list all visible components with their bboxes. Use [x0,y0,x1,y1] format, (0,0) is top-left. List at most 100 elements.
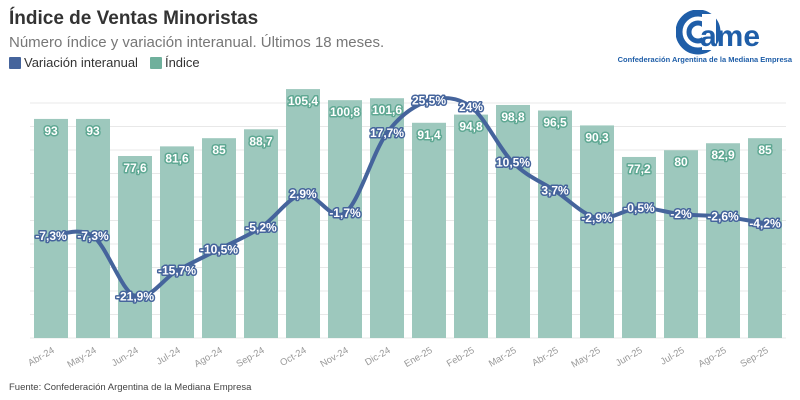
x-tick-label: Ene-25 [402,345,434,370]
bar [454,114,488,338]
line-value-label: -1,7% [329,206,361,220]
line-value-label: 25,5% [412,94,446,108]
line-point [636,205,642,211]
bar [118,156,152,338]
x-tick-label: Sep-25 [738,345,770,370]
bar-value-label: 93 [44,124,58,138]
line-point [678,211,684,218]
line-point [300,190,306,197]
bar-value-label: 101,6 [372,103,402,117]
bar [328,100,362,338]
bar [622,156,656,338]
x-tick-label: Jul-24 [155,345,183,367]
line-value-label: -2% [670,207,692,221]
line-value-label: 10,5% [496,156,530,170]
bar-value-label: 91,4 [417,128,441,142]
line-point [90,233,96,240]
x-tick-label: Abr-25 [530,345,560,369]
x-tick-label: Oct-24 [278,345,308,369]
line-value-label: 2,9% [289,187,317,201]
legend-label: Índice [164,55,200,70]
bar [370,98,404,338]
chart-subtitle: Número índice y variación interanual. Úl… [9,34,385,51]
bar-value-label: 85 [758,143,772,157]
line-value-label: -0,5% [623,201,655,215]
line-point [48,233,54,240]
bar-value-label: 88,7 [249,134,273,148]
bar-value-label: 77,6 [123,161,147,175]
bar [34,118,68,338]
bar-value-label: 82,9 [711,148,735,162]
chart-title: Índice de Ventas Minoristas [9,8,259,29]
line-point [342,209,348,216]
x-tick-label: May-24 [66,345,99,370]
line-value-label: -4,2% [749,216,781,230]
line-point [132,293,138,300]
line-point [258,224,264,231]
bar [160,146,194,338]
bar [202,138,236,338]
line-point [384,129,390,136]
line-point [720,213,726,220]
legend-label: Variación interanual [24,55,138,70]
bar-value-label: 80 [674,155,688,169]
legend-swatch [9,56,21,69]
bar [412,122,446,339]
svg-text:ame: ame [700,20,760,53]
line-value-label: 3,7% [541,184,569,198]
source-note: Fuente: Confederación Argentina de la Me… [9,382,252,393]
came-logo: ame [676,10,760,55]
line-value-label: 17,7% [370,126,404,140]
line-point [762,220,768,227]
line-value-label: -2,6% [707,210,739,224]
bar-value-label: 93 [86,124,100,138]
line-value-label: -7,3% [35,229,67,243]
bar [580,125,614,338]
x-tick-label: Ago-24 [192,345,224,370]
x-tick-label: Mar-25 [487,345,519,370]
x-tick-label: Abr-24 [26,345,56,369]
bar [706,143,740,338]
bar [76,118,110,338]
logo-caption: Confederación Argentina de la Mediana Em… [617,55,792,64]
legend-item-variacion[interactable]: Variación interanual [9,55,138,70]
bar-value-label: 94,8 [459,120,483,134]
line-value-label: -15,7% [158,264,196,278]
bar-value-label: 77,2 [627,162,651,176]
bar-value-label: 96,5 [543,116,567,130]
line-point [426,97,432,104]
line-point [594,214,600,221]
line-value-label: -7,3% [77,229,109,243]
line-value-label: -2,9% [581,211,613,225]
bar [664,150,698,338]
line-point [552,187,558,194]
line-value-label: -21,9% [116,289,154,303]
line-point [216,246,222,253]
bar [538,110,572,338]
bar-value-label: 81,6 [165,151,189,165]
bar-value-label: 90,3 [585,130,609,144]
x-tick-label: Feb-25 [445,345,477,370]
bar [496,104,530,339]
line-point [510,159,516,166]
x-tick-label: Sep-24 [234,345,266,370]
legend-swatch [149,56,162,69]
x-tick-label: Dic-24 [363,345,392,368]
bar-value-label: 100,8 [330,105,360,119]
x-tick-label: Jun-24 [110,345,141,369]
x-tick-label: May-25 [570,345,603,370]
x-tick-label: Nov-24 [318,345,350,370]
bar-value-label: 98,8 [501,110,525,124]
x-tick-label: Jul-25 [659,345,687,367]
line-value-label: -5,2% [245,220,277,234]
bar [286,89,320,339]
legend-item-indice[interactable]: Índice [149,55,200,70]
x-tick-label: Ago-25 [696,345,728,370]
line-value-label: -10,5% [200,242,238,256]
line-value-label: 24% [459,100,483,114]
legend: Variación interanual Índice [9,55,200,70]
bar [748,138,782,338]
bar-value-label: 105,4 [288,94,318,108]
line-point [468,103,474,110]
